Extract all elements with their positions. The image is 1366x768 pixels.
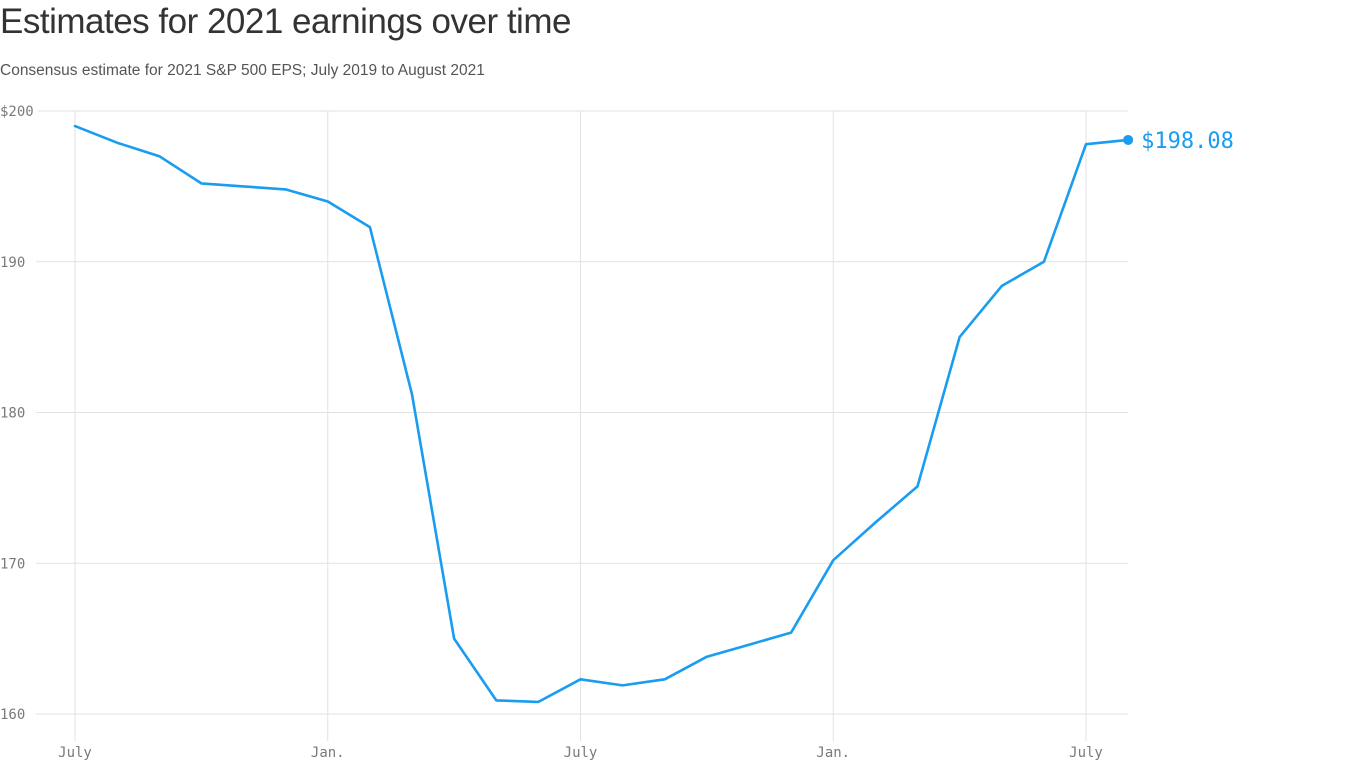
y-tick-label: $200 xyxy=(0,104,34,120)
x-tick-label: July xyxy=(1069,745,1103,761)
y-tick-label: 160 xyxy=(0,707,25,723)
x-tick-label: Jan. xyxy=(311,745,345,761)
chart-title: Estimates for 2021 earnings over time xyxy=(0,2,571,41)
x-tick-label: July xyxy=(564,745,598,761)
end-value-label: $198.08 xyxy=(1141,129,1234,154)
chart-subtitle: Consensus estimate for 2021 S&P 500 EPS;… xyxy=(0,62,485,79)
eps-estimate-line xyxy=(73,124,1130,704)
y-tick-label: 170 xyxy=(0,556,25,572)
y-tick-label: 190 xyxy=(0,255,25,271)
grid-lines xyxy=(36,110,1128,741)
x-tick-label: Jan. xyxy=(816,745,850,761)
end-point-marker xyxy=(1123,134,1134,145)
x-axis-ticks: July Jan. July Jan. July xyxy=(58,745,1103,761)
y-axis-ticks: $200 190 180 170 160 xyxy=(0,103,38,723)
y-tick-label: 180 xyxy=(0,406,25,422)
x-tick-label: July xyxy=(58,745,92,761)
